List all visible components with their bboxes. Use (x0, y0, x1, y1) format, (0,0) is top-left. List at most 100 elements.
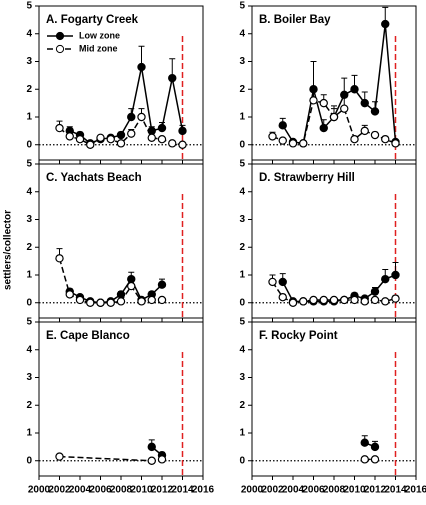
data-point (319, 123, 328, 133)
y-tick-label: 1 (239, 112, 245, 123)
y-tick-label: 1 (26, 270, 32, 281)
panel-title: D. Strawberry Hill (259, 172, 355, 184)
data-point (350, 85, 359, 94)
y-tick-label: 3 (239, 372, 245, 383)
legend-label: Low zone (79, 30, 120, 40)
x-tick-label: 2014 (384, 485, 407, 496)
data-point (178, 140, 187, 149)
panel-frame (38, 321, 204, 477)
data-point (86, 298, 95, 307)
data-point (350, 295, 359, 305)
y-tick-label: 2 (26, 84, 32, 95)
data-point (55, 254, 64, 263)
data-point (116, 297, 126, 306)
x-tick-label: 2016 (192, 485, 215, 496)
panel-title: B. Boiler Bay (259, 14, 331, 26)
data-point (168, 139, 177, 148)
data-point (288, 139, 298, 148)
data-point (127, 112, 136, 122)
data-point (391, 294, 400, 303)
y-tick-label: 2 (26, 400, 32, 411)
y-tick-label: 4 (26, 28, 32, 39)
x-tick-label: 2016 (405, 485, 426, 496)
data-point (137, 112, 146, 122)
y-tick-label: 0 (239, 297, 245, 308)
data-point (370, 455, 380, 464)
data-point (329, 295, 339, 305)
y-tick-label: 2 (239, 242, 245, 253)
data-point (278, 277, 287, 287)
panel-title: E. Cape Blanco (46, 330, 130, 342)
y-tick-label: 2 (239, 400, 245, 411)
data-point (340, 295, 349, 305)
data-point (127, 281, 136, 291)
data-point (381, 297, 390, 306)
series-line (58, 258, 162, 304)
data-point (278, 292, 287, 302)
data-point (147, 133, 156, 143)
y-tick-label: 5 (26, 1, 32, 12)
y-tick-label: 0 (26, 297, 32, 308)
y-tick-label: 0 (239, 455, 245, 466)
data-point (299, 139, 308, 148)
x-tick-label: 2002 (48, 485, 71, 496)
y-tick-label: 0 (239, 139, 245, 150)
y-axis-label: settlers/collector (3, 210, 14, 290)
data-point (96, 298, 105, 307)
y-tick-label: 4 (239, 344, 245, 355)
y-tick-label: 1 (239, 428, 245, 439)
y-tick-label: 3 (26, 56, 32, 67)
x-tick-label: 2014 (171, 485, 194, 496)
data-point (381, 19, 390, 29)
data-point (299, 297, 308, 306)
data-point (360, 455, 369, 464)
panel-title: C. Yachats Beach (46, 172, 142, 184)
x-tick-label: 2006 (302, 485, 325, 496)
data-point (127, 129, 136, 138)
data-point (75, 134, 85, 144)
series-line (69, 66, 184, 145)
y-tick-label: 1 (26, 112, 32, 123)
x-tick-label: 2008 (323, 485, 346, 496)
data-point (75, 295, 85, 305)
x-tick-label: 2012 (364, 485, 387, 496)
data-point (350, 134, 359, 144)
y-tick-label: 5 (239, 317, 245, 328)
y-tick-label: 4 (239, 28, 245, 39)
x-tick-label: 2008 (110, 485, 133, 496)
data-point (147, 442, 156, 452)
data-point (96, 133, 105, 143)
data-point (147, 295, 156, 305)
x-tick-label: 2002 (261, 485, 284, 496)
x-tick-label: 2010 (343, 485, 366, 496)
data-point (309, 96, 318, 105)
data-point (157, 134, 167, 144)
x-tick-label: 2000 (241, 485, 264, 496)
data-point (147, 456, 156, 465)
legend-label: Mid zone (79, 43, 118, 53)
y-tick-label: 3 (239, 56, 245, 67)
data-point (157, 455, 167, 464)
panel-frame (251, 321, 417, 477)
data-point (278, 136, 287, 145)
data-point (55, 452, 64, 461)
y-tick-label: 5 (239, 159, 245, 170)
x-tick-label: 2010 (130, 485, 153, 496)
data-point (157, 295, 167, 305)
data-point (106, 298, 115, 307)
x-tick-label: 2004 (282, 485, 305, 496)
data-point (370, 130, 380, 140)
data-point (329, 112, 339, 122)
y-tick-label: 0 (26, 139, 32, 150)
data-point (137, 297, 146, 306)
y-tick-label: 5 (239, 1, 245, 12)
y-tick-label: 3 (26, 372, 32, 383)
data-point (168, 73, 177, 83)
data-point (360, 126, 369, 136)
panel-frame (251, 163, 417, 319)
data-point (370, 442, 380, 452)
data-point (340, 104, 349, 113)
data-point (106, 134, 115, 144)
panel-title: A. Fogarty Creek (46, 14, 139, 26)
